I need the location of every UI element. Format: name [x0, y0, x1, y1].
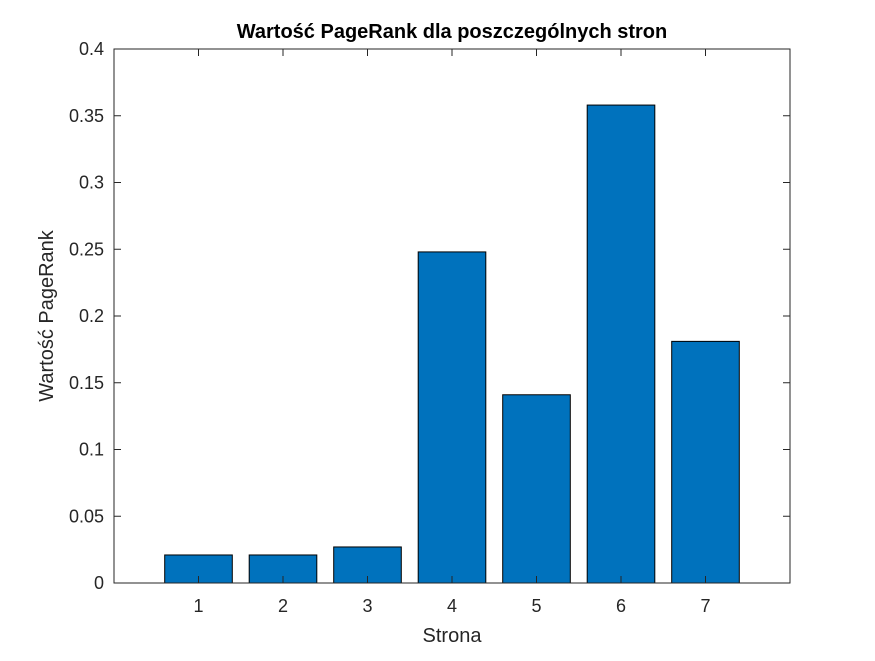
x-tick-label: 5 [531, 596, 541, 616]
y-tick-label: 0.15 [69, 373, 104, 393]
y-tick-label: 0.35 [69, 106, 104, 126]
x-axis-ticks: 1 2 3 4 5 6 7 [193, 49, 711, 616]
bars-group [164, 104, 740, 584]
bar-strona-7 [671, 340, 740, 584]
y-tick-label: 0.25 [69, 239, 104, 259]
y-tick-label: 0.3 [79, 173, 104, 193]
x-tick-label: 4 [447, 596, 457, 616]
x-axis-label: Strona [423, 625, 483, 647]
y-tick-label: 0.4 [79, 39, 104, 59]
bar-strona-4 [417, 251, 487, 584]
chart-title: Wartość PageRank dla poszczególnych stro… [237, 21, 667, 43]
y-axis-label: Wartość PageRank [36, 229, 58, 402]
bar-strona-5 [502, 394, 571, 584]
y-tick-label: 0.05 [69, 506, 104, 526]
bar-strona-6 [586, 104, 656, 584]
x-tick-label: 6 [616, 596, 626, 616]
y-axis-ticks: 0 0.05 0.1 0.15 0.2 0.25 0.3 0.35 0.4 [69, 39, 790, 593]
x-tick-label: 1 [193, 596, 203, 616]
x-tick-label: 7 [700, 596, 710, 616]
y-tick-label: 0 [94, 573, 104, 593]
x-tick-label: 3 [362, 596, 372, 616]
bar-strona-3 [333, 546, 402, 584]
x-tick-label: 2 [278, 596, 288, 616]
y-tick-label: 0.1 [79, 440, 104, 460]
y-tick-label: 0.2 [79, 306, 104, 326]
